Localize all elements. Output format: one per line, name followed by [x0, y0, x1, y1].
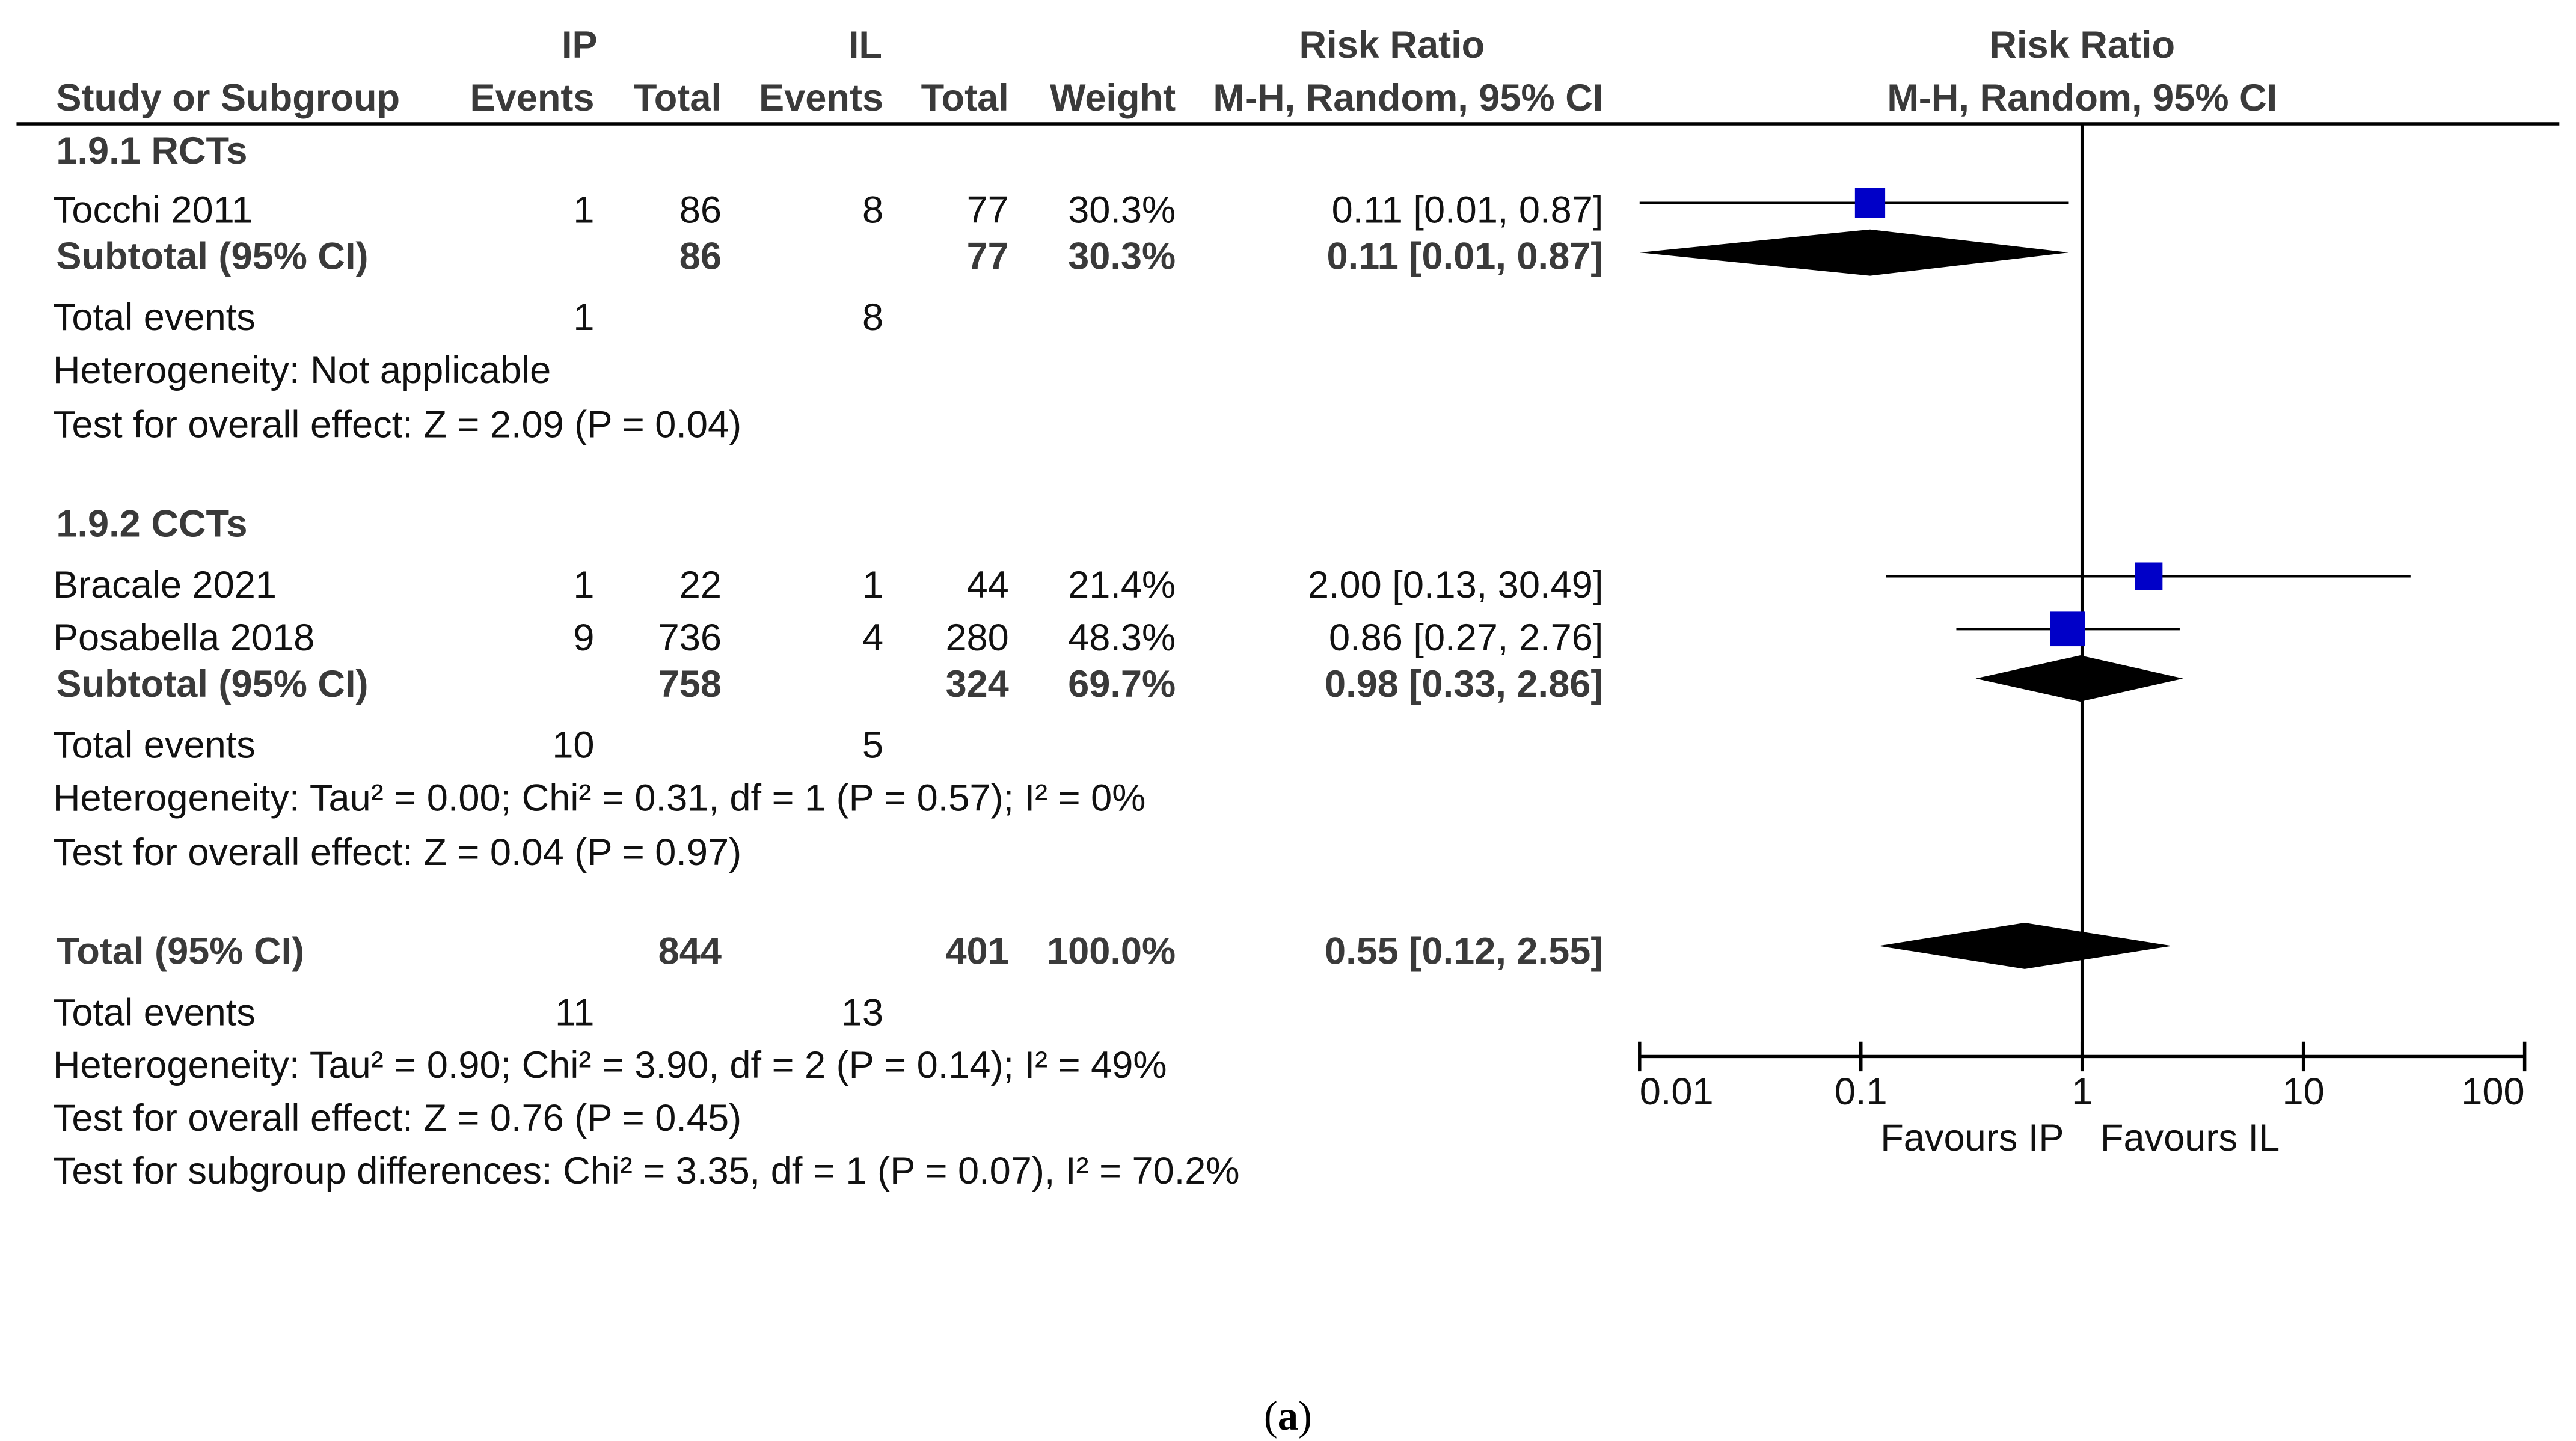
header-il: IL	[848, 24, 882, 66]
total-diamond	[1878, 923, 2173, 969]
study-ci: 2.00 [0.13, 30.49]	[1308, 564, 1604, 606]
x-axis-ticks: 0.01 0.1 1 10 100	[1638, 1041, 2527, 1113]
subtotal-weight: 30.3%	[1068, 236, 1176, 278]
total-events-label: Total events	[53, 991, 256, 1033]
study-events-ip: 9	[573, 617, 594, 659]
study-name: Posabella 2018	[53, 617, 314, 659]
study-events-il: 8	[862, 189, 883, 231]
x-tick-label: 0.1	[1835, 1071, 1888, 1113]
overall-effect-text: Test for overall effect: Z = 2.09 (P = 0…	[53, 404, 741, 446]
subtotal-ci: 0.98 [0.33, 2.86]	[1325, 663, 1603, 705]
subtotal-weight: 69.7%	[1068, 663, 1176, 705]
header-weight: Weight	[1050, 77, 1176, 119]
x-tick-label: 0.01	[1640, 1071, 1714, 1113]
study-total-il: 77	[967, 189, 1009, 231]
study-ci: 0.11 [0.01, 0.87]	[1332, 189, 1604, 231]
overall-effect-text: Test for overall effect: Z = 0.04 (P = 0…	[53, 831, 741, 873]
heterogeneity-text: Heterogeneity: Tau² = 0.00; Chi² = 0.31,…	[53, 777, 1146, 819]
header-rr-title: Risk Ratio	[1299, 24, 1485, 66]
figure-caption: (a)	[1264, 1393, 1312, 1439]
total-events-ip: 1	[573, 296, 594, 338]
study-weight: 30.3%	[1068, 189, 1176, 231]
study-total-il: 44	[967, 564, 1009, 606]
total-total-il: 401	[945, 931, 1008, 973]
total-ci: 0.55 [0.12, 2.55]	[1325, 931, 1603, 973]
x-tick-label: 1	[2072, 1071, 2093, 1113]
caption-open: (	[1264, 1393, 1278, 1439]
subgroup-title: 1.9.2 CCTs	[56, 503, 247, 545]
study-events-il: 1	[862, 564, 883, 606]
subgroup-differences-text: Test for subgroup differences: Chi² = 3.…	[53, 1150, 1240, 1192]
total-events-label: Total events	[53, 724, 256, 766]
heterogeneity-text: Heterogeneity: Not applicable	[53, 349, 551, 391]
plot-marks	[1639, 188, 2411, 969]
study-total-il: 280	[945, 617, 1008, 659]
header-total-ip: Total	[634, 77, 722, 119]
total-events-label: Total events	[53, 296, 256, 338]
total-events-ip: 11	[555, 991, 595, 1033]
total-events-il: 13	[841, 991, 883, 1033]
study-total-ip: 86	[679, 189, 722, 231]
total-label: Total (95% CI)	[56, 931, 304, 973]
study-weight: 21.4%	[1068, 564, 1176, 606]
total-total-ip: 844	[658, 931, 722, 973]
subtotal-total-ip: 86	[679, 236, 722, 278]
study-ci: 0.86 [0.27, 2.76]	[1329, 617, 1603, 659]
header-ip: IP	[562, 24, 598, 66]
total-events-ip: 10	[552, 724, 594, 766]
favours-ip-label: Favours IP	[1880, 1117, 2064, 1159]
study-square	[2135, 562, 2163, 590]
header-total-il: Total	[921, 77, 1009, 119]
subtotal-label: Subtotal (95% CI)	[56, 663, 368, 705]
header-rr-title-plot: Risk Ratio	[1989, 24, 2175, 66]
subtotal-diamond	[1639, 229, 2069, 276]
header-study: Study or Subgroup	[56, 77, 400, 119]
favours-il-label: Favours IL	[2100, 1117, 2280, 1159]
heterogeneity-text: Heterogeneity: Tau² = 0.90; Chi² = 3.90,…	[53, 1044, 1167, 1086]
total-weight: 100.0%	[1047, 931, 1176, 973]
study-name: Bracale 2021	[53, 564, 277, 606]
subtotal-total-il: 77	[967, 236, 1009, 278]
total-events-il: 5	[862, 724, 883, 766]
total-events-il: 8	[862, 296, 883, 338]
study-square	[1854, 188, 1886, 218]
header-events-il: Events	[759, 77, 883, 119]
subgroup-title: 1.9.1 RCTs	[56, 130, 247, 172]
subtotal-ci: 0.11 [0.01, 0.87]	[1326, 236, 1603, 278]
header-method: M-H, Random, 95% CI	[1213, 77, 1603, 119]
header-events-ip: Events	[470, 77, 594, 119]
study-total-ip: 22	[679, 564, 722, 606]
study-total-ip: 736	[658, 617, 722, 659]
caption-letter: a	[1278, 1393, 1298, 1439]
x-tick-label: 100	[2461, 1071, 2524, 1113]
x-tick-label: 10	[2283, 1071, 2325, 1113]
subtotal-total-il: 324	[945, 663, 1008, 705]
study-square	[2050, 611, 2085, 647]
subtotal-label: Subtotal (95% CI)	[56, 236, 368, 278]
subtotal-diamond	[1975, 655, 2183, 702]
subtotal-total-ip: 758	[658, 663, 722, 705]
study-events-il: 4	[862, 617, 883, 659]
study-events-ip: 1	[573, 189, 594, 231]
overall-effect-text: Test for overall effect: Z = 0.76 (P = 0…	[53, 1097, 741, 1139]
header-method-plot: M-H, Random, 95% CI	[1887, 77, 2277, 119]
study-events-ip: 1	[573, 564, 594, 606]
caption-close: )	[1298, 1393, 1312, 1439]
study-name: Tocchi 2011	[53, 189, 253, 231]
study-weight: 48.3%	[1068, 617, 1176, 659]
